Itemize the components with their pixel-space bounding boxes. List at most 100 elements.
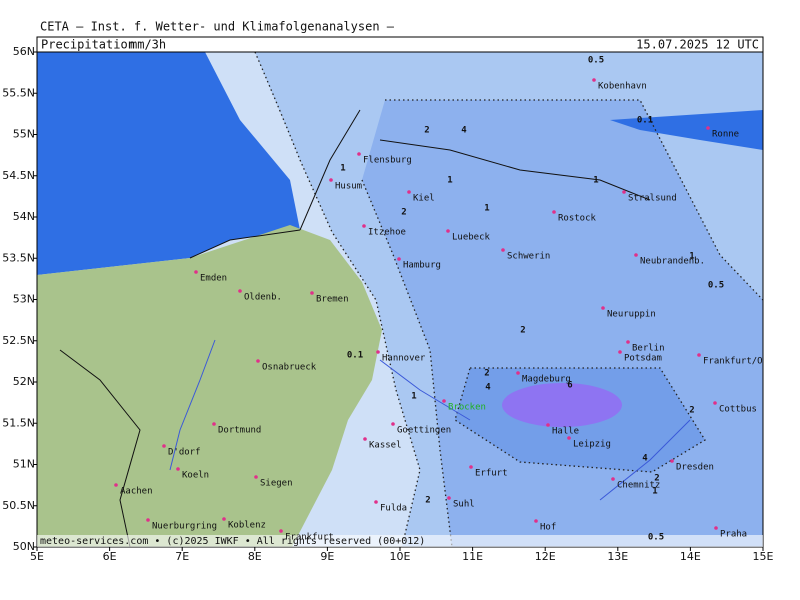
city-label: Osnabrueck xyxy=(262,363,317,373)
city-label: Flensburg xyxy=(363,156,412,166)
city-dot xyxy=(362,224,366,228)
city-dot xyxy=(697,353,701,357)
contour-label: 2 xyxy=(520,326,525,336)
contour-label: 2 xyxy=(424,126,429,136)
city-label: Kiel xyxy=(413,194,435,204)
city-dot xyxy=(713,401,717,405)
contour-line xyxy=(361,179,453,548)
contour-label: 1 xyxy=(689,252,694,262)
lon-label: 15E xyxy=(753,550,774,563)
city-dot xyxy=(391,422,395,426)
city-dot xyxy=(222,517,226,521)
city-label: Dortmund xyxy=(218,426,261,436)
city-label: Erfurt xyxy=(475,469,508,479)
city-dot xyxy=(546,423,550,427)
contour-label: 4 xyxy=(485,383,491,393)
city-label: Siegen xyxy=(260,479,293,489)
city-label: Brocken xyxy=(448,403,486,413)
city-dot xyxy=(618,350,622,354)
city-dot xyxy=(501,248,505,252)
lon-label: 6E xyxy=(103,550,117,563)
lon-label: 9E xyxy=(320,550,334,563)
footer: meteo-services.com • (c)2025 IWKF • All … xyxy=(40,536,425,547)
contour-label: 1 xyxy=(593,176,598,186)
contour-label: 0.5 xyxy=(588,56,604,66)
city-label: Luebeck xyxy=(452,233,491,243)
city-label: Hamburg xyxy=(403,261,441,271)
city-label: Nuerburgring xyxy=(152,522,217,532)
city-label: Chemnitz xyxy=(617,481,660,491)
city-dot xyxy=(670,459,674,463)
footer-box xyxy=(37,535,763,547)
city-label: Aachen xyxy=(120,487,153,497)
contour-label: 4 xyxy=(642,454,648,464)
city-label: Frankfurt xyxy=(285,533,334,543)
city-dot xyxy=(374,500,378,504)
coastline xyxy=(189,109,651,259)
city-dot xyxy=(622,190,626,194)
city-dot xyxy=(442,399,446,403)
city-dot xyxy=(516,371,520,375)
city-dot xyxy=(254,475,258,479)
contour-label: 0.5 xyxy=(708,281,724,291)
city-label: Leipzig xyxy=(573,440,611,450)
city-label: Fulda xyxy=(380,504,407,514)
lat-label: 51.5N xyxy=(2,416,35,429)
contour-label: 4 xyxy=(461,126,467,136)
city-label: Koblenz xyxy=(228,521,266,531)
lat-label: 52N xyxy=(13,375,35,388)
lon-label: 8E xyxy=(248,550,262,563)
lat-label: 50N xyxy=(13,540,35,553)
city-label: Oldenb. xyxy=(244,293,282,303)
contour-label: 0.1 xyxy=(637,116,653,126)
lat-label: 56N xyxy=(13,45,35,58)
city-dot xyxy=(552,210,556,214)
city-dot xyxy=(567,436,571,440)
lon-label: 11E xyxy=(462,550,483,563)
city-label: Husum xyxy=(335,182,362,192)
city-label: Dresden xyxy=(676,463,714,473)
lon-label: 5E xyxy=(30,550,44,563)
city-dot xyxy=(446,229,450,233)
city-label: Rostock xyxy=(558,214,597,224)
land xyxy=(37,225,382,547)
city-dot xyxy=(114,483,118,487)
city-label: Praha xyxy=(720,530,747,540)
contour-label: 0.1 xyxy=(347,351,363,361)
lon-label: 7E xyxy=(175,550,189,563)
city-dot xyxy=(212,422,216,426)
contour-label: 1 xyxy=(484,204,489,214)
city-dot xyxy=(176,467,180,471)
contour-label: 1 xyxy=(447,176,452,186)
city-label: Hof xyxy=(540,523,556,533)
city-label: Kobenhavn xyxy=(598,82,647,92)
header-title: CETA — Inst. f. Wetter- und Klimafolgena… xyxy=(40,20,395,34)
city-dot xyxy=(279,529,283,533)
city-label: Hannover xyxy=(382,354,426,364)
lon-label: 14E xyxy=(680,550,701,563)
city-label: Suhl xyxy=(453,500,475,510)
contour-label: 1 xyxy=(411,392,416,402)
city-dot xyxy=(162,444,166,448)
city-dot xyxy=(310,291,314,295)
city-label: Bremen xyxy=(316,295,349,305)
city-label: Neuruppin xyxy=(607,310,656,320)
lon-label: 13E xyxy=(607,550,628,563)
city-dot xyxy=(363,437,367,441)
lat-label: 53N xyxy=(13,293,35,306)
city-label: Emden xyxy=(200,274,227,284)
contour-line xyxy=(454,367,706,473)
city-dot xyxy=(357,152,361,156)
field-name: Precipitation xyxy=(41,38,135,52)
city-label: Berlin xyxy=(632,344,665,354)
city-label: Cottbus xyxy=(719,405,757,415)
city-label: D'dorf xyxy=(168,448,201,458)
city-dot xyxy=(626,340,630,344)
border xyxy=(59,349,141,548)
lat-label: 54N xyxy=(13,210,35,223)
city-dot xyxy=(376,350,380,354)
city-dot xyxy=(447,496,451,500)
lat-label: 51N xyxy=(13,458,35,471)
city-dot xyxy=(714,526,718,530)
lat-label: 53.5N xyxy=(2,251,35,264)
